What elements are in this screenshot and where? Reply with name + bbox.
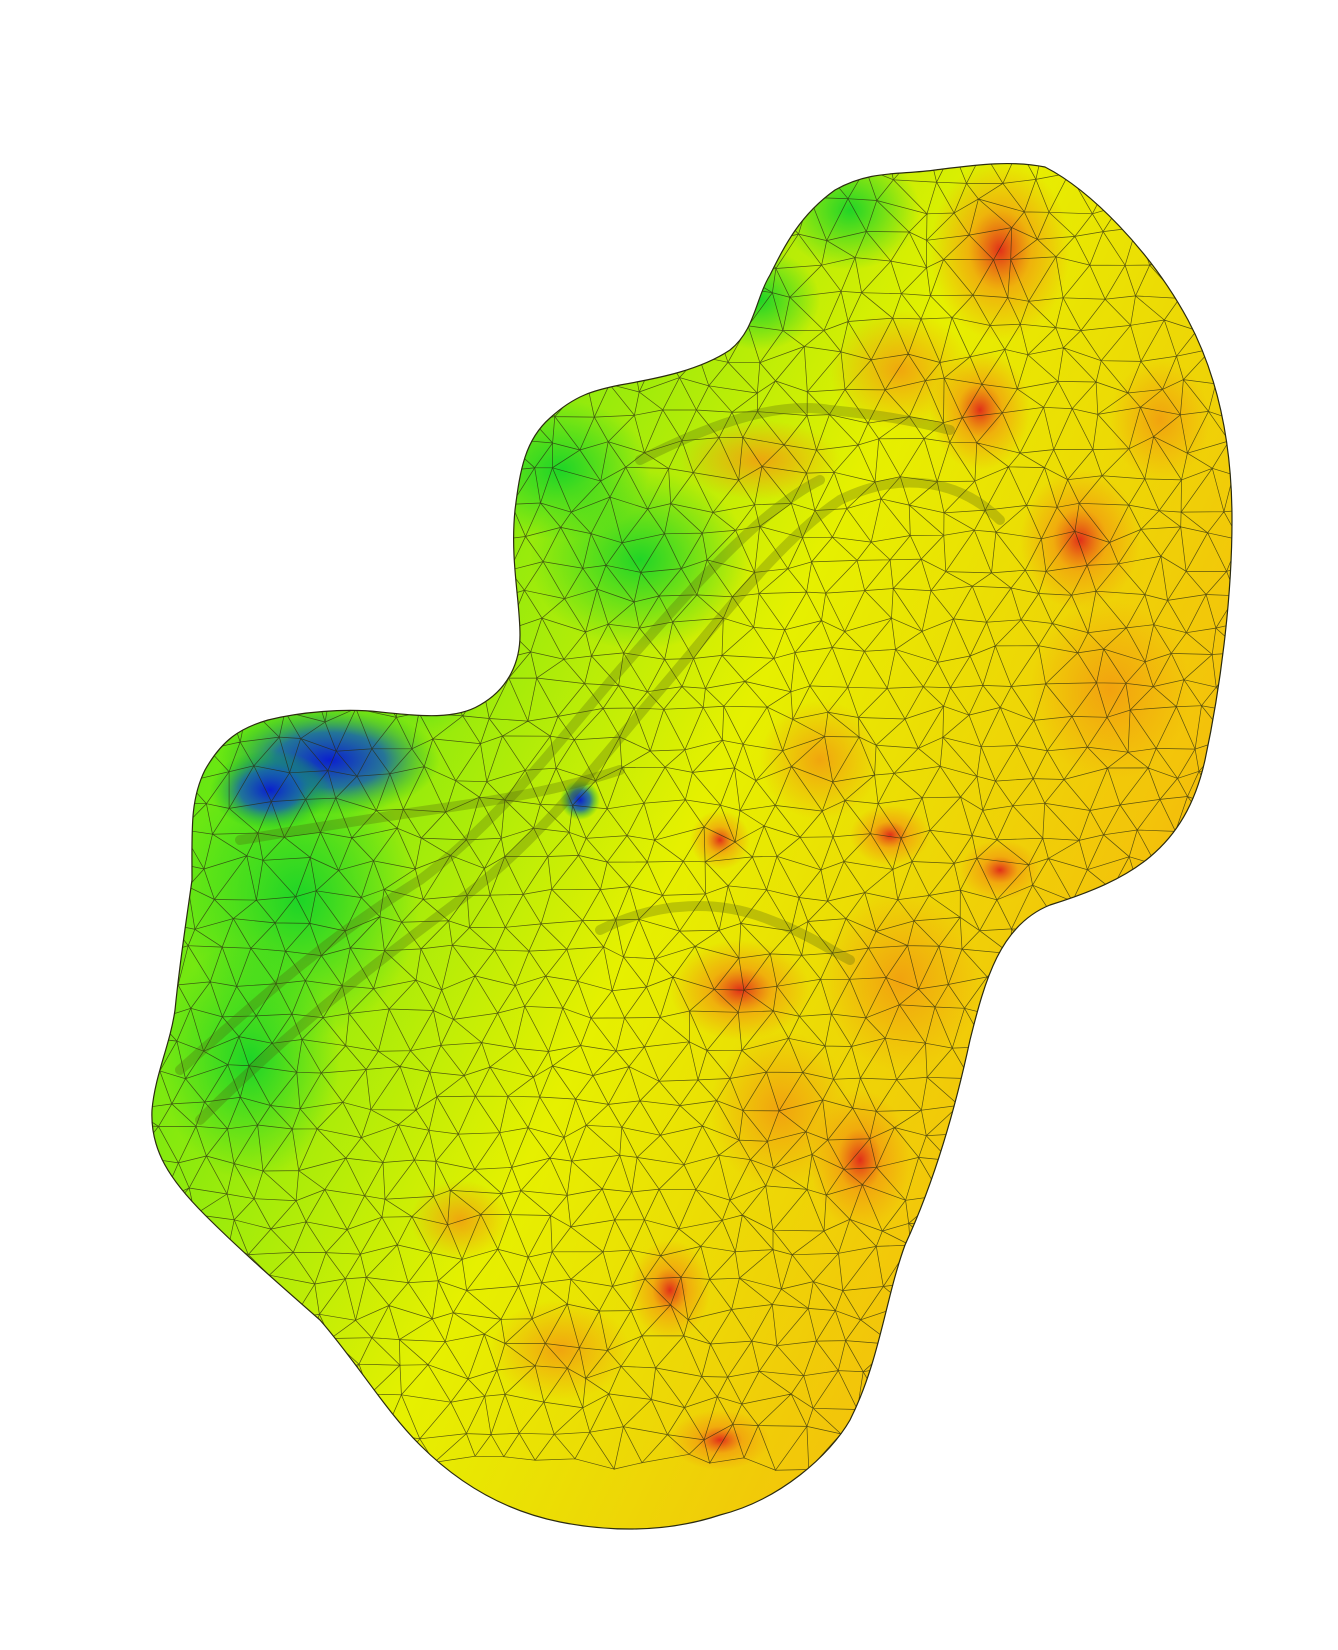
scalar-field-spot — [560, 780, 600, 820]
surface-silhouette — [151, 162, 1233, 1530]
scalar-field-spot — [960, 840, 1040, 900]
scalar-field-spot — [1030, 600, 1190, 780]
surface-fold-shading — [235, 765, 625, 845]
scalar-field-spot — [410, 1180, 510, 1260]
scalar-field-spot — [210, 750, 330, 830]
scalar-field-spot — [830, 310, 970, 430]
scalar-field-spot — [780, 163, 920, 270]
surface-fold-shading — [595, 901, 855, 965]
surface-fold-shading — [175, 475, 825, 1075]
scalar-field-spot — [850, 805, 930, 865]
scalar-field-spot — [670, 1410, 770, 1470]
surface-fold-shading — [195, 477, 1005, 1125]
scalar-field-spot — [700, 250, 820, 350]
surface-fold-shading — [635, 403, 955, 465]
scalar-field-spot — [330, 500, 510, 740]
scalar-field-spot — [690, 810, 750, 870]
scalar-field-spot — [630, 1240, 710, 1340]
scalar-field-spot — [530, 470, 750, 650]
scalar-field-spot — [1110, 360, 1210, 480]
scalar-field-spot — [1020, 470, 1140, 610]
scalar-field-spot — [160, 940, 340, 1180]
scalar-field-spot — [820, 890, 980, 1070]
